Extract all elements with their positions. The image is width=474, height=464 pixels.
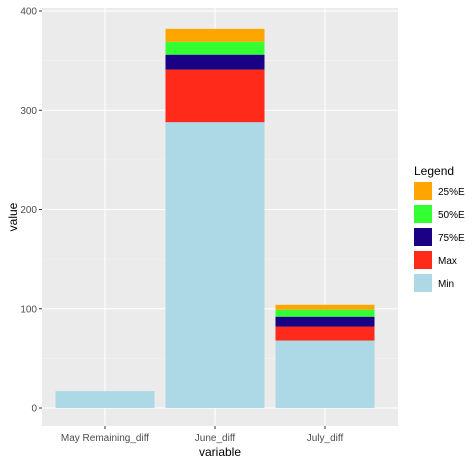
legend-title: Legend — [414, 164, 454, 178]
bar-segment — [55, 391, 155, 408]
bar-segment — [165, 54, 265, 70]
x-tick-label: May Remaining_diff — [61, 433, 149, 444]
legend-label: 25%E — [438, 187, 465, 198]
bar-segment — [165, 28, 265, 42]
legend-label: 75%E — [438, 233, 465, 244]
legend-key — [414, 251, 432, 269]
bar-segment — [275, 304, 375, 310]
bar-segment — [275, 326, 375, 341]
legend-key — [414, 228, 432, 246]
y-axis-ticks: 0 100 200 300 400 — [20, 7, 42, 415]
y-axis-title: value — [6, 202, 20, 231]
x-tick-label: July_diff — [307, 433, 344, 444]
y-tick-label: 0 — [31, 404, 37, 415]
legend-key — [414, 205, 432, 223]
y-tick-label: 300 — [20, 106, 37, 117]
bar-segment — [275, 340, 375, 408]
bars — [55, 28, 375, 408]
y-tick-label: 200 — [20, 205, 37, 216]
legend-label: Min — [438, 279, 454, 290]
bar-segment — [275, 309, 375, 317]
legend-key — [414, 274, 432, 292]
bar-segment — [275, 316, 375, 327]
bar-segment — [165, 122, 265, 408]
y-tick-label: 100 — [20, 304, 37, 315]
legend: Legend 25%E 50%E 75%E Max Min — [414, 164, 465, 292]
legend-key — [414, 182, 432, 200]
x-tick-label: June_diff — [195, 433, 236, 444]
x-axis-ticks: May Remaining_diff June_diff July_diff — [61, 426, 344, 444]
y-tick-label: 400 — [20, 7, 37, 18]
legend-label: 50%E — [438, 210, 465, 221]
x-axis-title: variable — [199, 445, 241, 459]
legend-label: Max — [438, 256, 457, 267]
bar-segment — [165, 69, 265, 123]
bar-segment — [165, 41, 265, 55]
